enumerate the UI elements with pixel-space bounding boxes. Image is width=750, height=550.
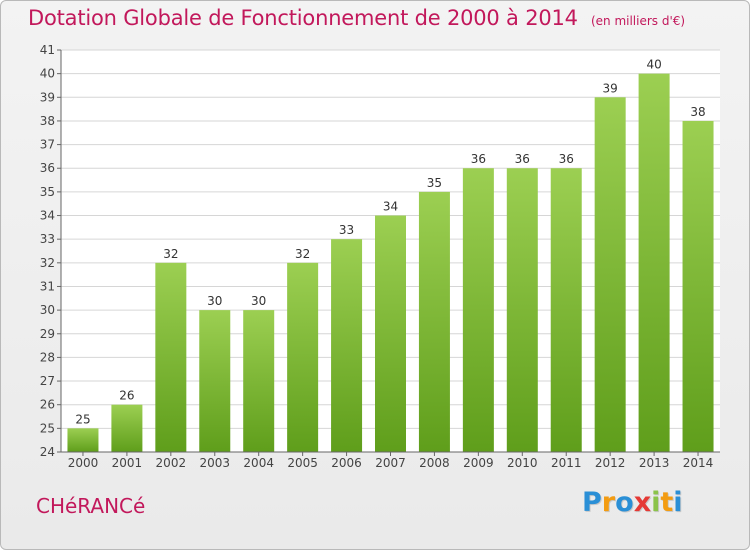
chart-title-row: Dotation Globale de Fonctionnement de 20… xyxy=(28,6,685,30)
y-tick-label: 39 xyxy=(40,90,55,104)
x-tick-label-2007: 2007 xyxy=(375,456,406,470)
bar-2002 xyxy=(155,262,187,452)
bar-2012 xyxy=(594,97,626,452)
x-tick-label-2010: 2010 xyxy=(507,456,538,470)
bar-2007 xyxy=(375,215,406,452)
y-tick-label: 34 xyxy=(40,209,55,223)
logo-letter: o xyxy=(615,487,634,518)
x-tick-label-2005: 2005 xyxy=(287,456,318,470)
logo-letter: P xyxy=(582,487,602,518)
y-tick-label: 37 xyxy=(40,138,55,152)
logo-letter: t xyxy=(660,487,674,518)
bar-2005 xyxy=(287,262,319,452)
x-tick-label-2000: 2000 xyxy=(68,456,99,470)
data-labels: 25 26 32 30 30 32 33 34 35 36 36 36 39 40 38 xyxy=(75,58,705,427)
x-tick-label-2002: 2002 xyxy=(156,456,187,470)
data-label-2010: 36 xyxy=(515,152,530,166)
bar-2013 xyxy=(638,73,670,452)
x-tick-label-2004: 2004 xyxy=(243,456,274,470)
x-tick-label-2006: 2006 xyxy=(331,456,362,470)
y-tick-label: 29 xyxy=(40,327,55,341)
y-tick-label: 24 xyxy=(40,445,55,459)
chart-title: Dotation Globale de Fonctionnement de 20… xyxy=(28,6,578,30)
bar-2004 xyxy=(243,310,275,452)
data-label-2012: 39 xyxy=(603,81,618,95)
data-label-2008: 35 xyxy=(427,176,442,190)
bar-2011 xyxy=(550,168,582,452)
data-label-2000: 25 xyxy=(75,412,90,426)
data-label-2011: 36 xyxy=(559,152,574,166)
x-tick-label-2011: 2011 xyxy=(551,456,582,470)
y-tick-label: 40 xyxy=(40,67,55,81)
y-tick-label: 41 xyxy=(40,43,55,57)
y-tick-label: 26 xyxy=(40,398,55,412)
bar-2010 xyxy=(506,168,538,452)
bar-2009 xyxy=(462,168,494,452)
data-label-2001: 26 xyxy=(119,389,134,403)
data-label-2003: 30 xyxy=(207,294,222,308)
data-label-2014: 38 xyxy=(690,105,705,119)
bar-2008 xyxy=(418,191,450,452)
data-label-2007: 34 xyxy=(383,200,398,214)
y-tick-label: 38 xyxy=(40,114,55,128)
y-tick-label: 28 xyxy=(40,350,55,364)
logo-letter: i xyxy=(673,487,683,518)
x-tick-label-2012: 2012 xyxy=(595,456,626,470)
x-axis-ticks: 2000 2001 2002 2003 2004 2005 2006 2007 2008 2009… xyxy=(68,452,714,470)
data-label-2013: 40 xyxy=(646,58,661,72)
logo-letter: i xyxy=(651,487,661,518)
commune-name: CHéRANCé xyxy=(36,494,146,518)
x-tick-label-2001: 2001 xyxy=(112,456,143,470)
bar-2000 xyxy=(67,428,99,452)
logo-letter: r xyxy=(601,487,616,518)
y-tick-label: 30 xyxy=(40,303,55,317)
data-label-2005: 32 xyxy=(295,247,310,261)
x-tick-label-2009: 2009 xyxy=(463,456,494,470)
y-tick-label: 31 xyxy=(40,279,55,293)
chart-subtitle: (en milliers d'€) xyxy=(590,14,686,28)
data-label-2009: 36 xyxy=(471,152,486,166)
x-tick-label-2008: 2008 xyxy=(419,456,450,470)
y-tick-label: 36 xyxy=(40,161,55,175)
y-tick-label: 33 xyxy=(40,232,55,246)
bar-2014 xyxy=(682,120,714,453)
proxiti-logo: Proxiti xyxy=(582,487,683,518)
bar-2001 xyxy=(111,404,143,452)
y-tick-label: 27 xyxy=(40,374,55,388)
bar-2006 xyxy=(331,239,363,452)
data-label-2002: 32 xyxy=(163,247,178,261)
x-tick-label-2003: 2003 xyxy=(199,456,230,470)
y-tick-label: 25 xyxy=(40,421,55,435)
y-tick-label: 32 xyxy=(40,256,55,270)
data-label-2006: 33 xyxy=(339,223,354,237)
data-label-2004: 30 xyxy=(251,294,266,308)
logo-letter: x xyxy=(633,487,652,518)
bar-2003 xyxy=(199,310,231,452)
y-tick-label: 35 xyxy=(40,185,55,199)
y-axis-ticks: 24 25 26 27 28 29 30 31 32 33 34 35 36 37 38 39 40 41 xyxy=(40,43,61,459)
x-tick-label-2014: 2014 xyxy=(683,456,714,470)
x-tick-label-2013: 2013 xyxy=(639,456,670,470)
bars xyxy=(67,73,714,453)
